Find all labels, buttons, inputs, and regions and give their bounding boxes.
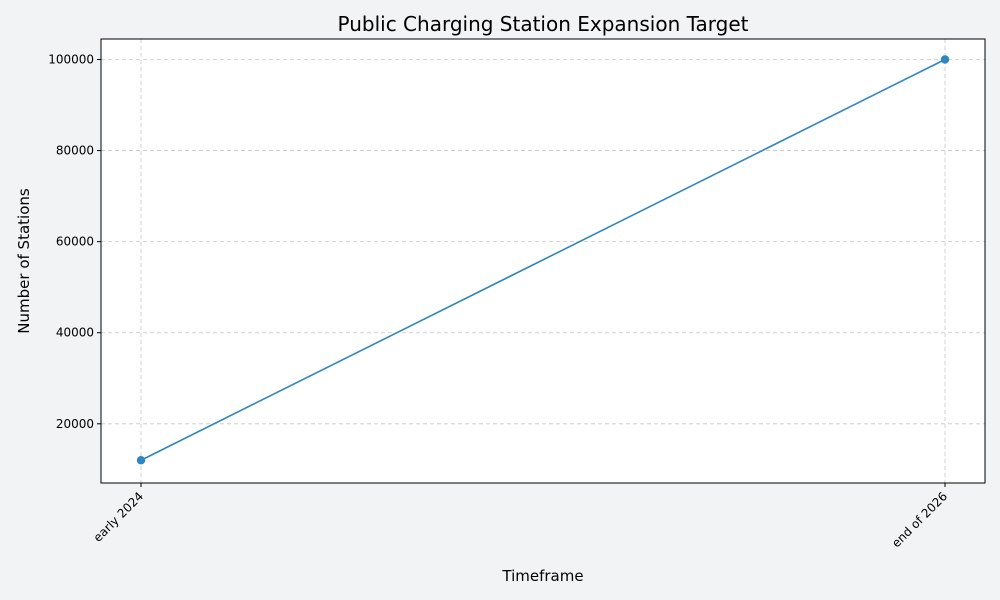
y-tick-label: 100000 bbox=[48, 52, 94, 66]
x-axis-label: Timeframe bbox=[501, 567, 583, 585]
grid-layer bbox=[101, 39, 985, 483]
y-tick-label: 60000 bbox=[56, 235, 94, 249]
series-line bbox=[140, 58, 946, 461]
data-point-marker bbox=[136, 456, 146, 465]
x-tick-label: end of 2026 bbox=[889, 489, 950, 550]
y-tick-label: 20000 bbox=[56, 417, 94, 431]
y-axis-label: Number of Stations bbox=[15, 188, 33, 334]
data-point-marker bbox=[940, 55, 950, 64]
y-tick-label: 40000 bbox=[56, 326, 94, 340]
x-tick-label: early 2024 bbox=[91, 489, 146, 544]
chart-title: Public Charging Station Expansion Target bbox=[338, 12, 749, 36]
series-layer bbox=[136, 55, 950, 465]
axes-frame bbox=[100, 38, 986, 484]
y-tick-label: 80000 bbox=[56, 144, 94, 158]
